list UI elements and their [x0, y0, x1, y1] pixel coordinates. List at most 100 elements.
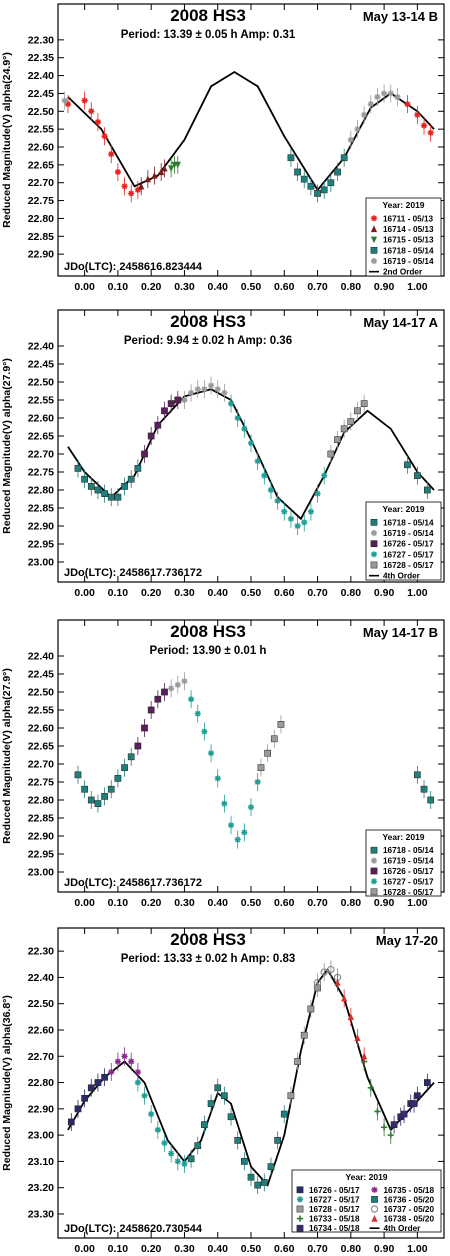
data-point [61, 97, 68, 104]
y-tick-label: 22.70 [28, 177, 54, 189]
y-tick-label: 22.90 [28, 1103, 54, 1115]
y-tick-label: 22.70 [28, 1051, 54, 1063]
data-point [287, 1092, 295, 1100]
data-point [207, 750, 215, 757]
data-point [264, 749, 271, 757]
data-point [254, 1181, 262, 1189]
data-point [108, 1068, 115, 1076]
data-point [127, 753, 135, 761]
y-tick-label: 22.55 [28, 124, 54, 136]
series-16718 - 05/14 [287, 148, 348, 203]
data-point [188, 389, 195, 396]
data-point [207, 382, 215, 389]
x-tick-label: 0.50 [241, 1243, 262, 1255]
data-point [128, 1058, 135, 1065]
x-tick-label: 0.60 [274, 1243, 295, 1255]
y-tick-label: 22.90 [28, 249, 54, 261]
data-point [181, 396, 188, 404]
chart-subtitle: Period: 13.33 ± 0.02 h Amp: 0.83 [121, 953, 296, 965]
data-point [327, 179, 335, 187]
x-tick-label: 0.80 [341, 1243, 362, 1255]
chart-subtitle: Period: 13.39 ± 0.05 h Amp: 0.31 [121, 29, 296, 41]
data-point [227, 1113, 235, 1121]
y-tick-label: 22.85 [28, 231, 54, 243]
x-tick-label: 1.00 [407, 1243, 428, 1255]
data-point [161, 164, 168, 172]
x-tick-label: 0.30 [174, 1243, 195, 1255]
data-point [201, 1121, 208, 1128]
data-point [277, 721, 285, 728]
x-tick-label: 0.90 [374, 897, 395, 909]
data-point [87, 483, 95, 490]
legend: Year: 2019 16718 - 05/14 16719 - 05/14 1672… [365, 501, 442, 581]
data-point [270, 735, 278, 743]
data-point [374, 1108, 381, 1115]
data-point [168, 1150, 175, 1157]
chart-title: 2008 HS3 [170, 312, 246, 331]
data-point [107, 493, 115, 501]
data-point [234, 414, 241, 422]
data-point [424, 486, 431, 494]
data-point [414, 111, 421, 118]
data-point [201, 728, 208, 735]
data-point [247, 440, 255, 447]
data-point [241, 829, 248, 836]
series-16727 - 05/17 [188, 690, 261, 849]
y-tick-label: 22.45 [28, 669, 54, 681]
series-16726 - 05/17 [134, 683, 168, 755]
legend-marker [370, 846, 378, 854]
x-tick-label: 1.00 [407, 281, 428, 293]
data-point [154, 1126, 161, 1133]
data-point [114, 493, 122, 501]
fit-curve [67, 70, 435, 192]
series-16728 - 05/17 [287, 978, 321, 1105]
y-tick-label: 22.75 [28, 777, 54, 789]
y-tick-label: 22.80 [28, 795, 54, 807]
y-tick-label: 22.55 [28, 395, 54, 407]
data-point [64, 101, 72, 108]
data-point [307, 1005, 315, 1013]
x-tick-label: 0.70 [307, 281, 328, 293]
data-point [134, 1079, 141, 1086]
data-point [347, 418, 355, 425]
x-tick-label: 0.70 [307, 587, 328, 599]
legend-marker [370, 551, 378, 558]
fit-curve [67, 388, 435, 521]
legend-box [365, 501, 442, 581]
data-point [234, 836, 241, 843]
data-point [387, 1132, 394, 1139]
data-point [201, 386, 208, 393]
legend-entry: 16718 - 05/14 [383, 518, 434, 527]
y-tick-label: 22.80 [28, 485, 54, 497]
chart-title: 2008 HS3 [170, 622, 246, 641]
data-point [327, 450, 335, 458]
data-point [88, 108, 95, 115]
data-point [194, 1142, 202, 1149]
data-point [194, 386, 201, 393]
y-tick-label: 22.75 [28, 195, 54, 207]
legend-marker [296, 1196, 304, 1203]
data-point [247, 804, 255, 811]
data-point [94, 800, 102, 807]
data-point [107, 785, 115, 793]
data-point [207, 1100, 215, 1107]
data-point [354, 1034, 361, 1041]
data-point [424, 1079, 431, 1086]
y-tick-label: 22.75 [28, 467, 54, 479]
data-point [347, 136, 354, 143]
data-point [134, 465, 142, 472]
legend-marker [370, 888, 378, 896]
y-axis-label: Reduced Magnitude(V) alpha(27.9°) [1, 358, 13, 534]
data-point [87, 796, 95, 804]
legend-marker [370, 246, 378, 254]
data-point [151, 171, 158, 179]
data-point [300, 1031, 308, 1039]
legend-entry: 2nd Order [383, 268, 423, 277]
x-tick-label: 0.90 [374, 587, 395, 599]
data-point [404, 461, 411, 469]
x-tick-label: 0.00 [74, 897, 95, 909]
data-point [147, 706, 155, 714]
legend-entry: 16711 - 05/13 [383, 214, 434, 223]
x-tick-label: 0.40 [208, 281, 229, 293]
